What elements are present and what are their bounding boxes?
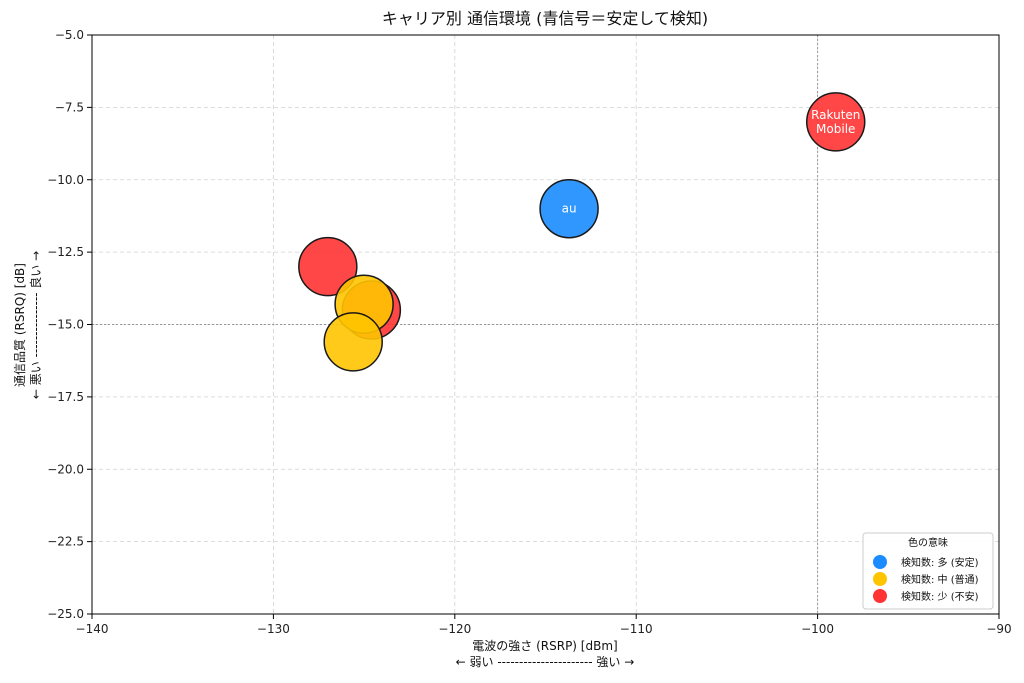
x-axis-label: 電波の強さ (RSRP) [dBm] — [472, 639, 617, 653]
y-tick-label: −5.0 — [55, 28, 84, 42]
data-point-label: Rakuten Mobile — [811, 108, 860, 136]
legend-label: 検知数: 多 (安定) — [901, 556, 979, 569]
x-tick-label: −140 — [76, 622, 109, 636]
y-tick-label: −10.0 — [47, 173, 84, 187]
x-tick-label: −110 — [620, 622, 653, 636]
y-tick-label: −15.0 — [47, 318, 84, 332]
data-point — [539, 178, 599, 239]
legend-label: 検知数: 中 (普通) — [901, 573, 979, 586]
x-tick-label: −130 — [257, 622, 290, 636]
legend-marker — [873, 555, 887, 569]
y-tick-label: −12.5 — [47, 245, 84, 259]
y-tick-label: −17.5 — [47, 390, 84, 404]
data-points: au Rakuten Mobile — [298, 92, 866, 372]
legend-title: 色の意味 — [908, 536, 948, 549]
axis-ticks: −140 −130 −120 −110 −100 −90 −25.0 −22.5 −20.0 −1… — [47, 28, 1011, 636]
data-point — [323, 312, 383, 372]
y-axis-label: 通信品質 (RSRQ) [dB] — [12, 263, 27, 387]
legend-box — [862, 532, 994, 610]
y-tick-label: −20.0 — [47, 462, 84, 476]
x-tick-label: −120 — [438, 622, 471, 636]
x-tick-label: −100 — [801, 622, 834, 636]
y-axis-hint: ← 悪い --------------- 良い → — [28, 251, 43, 399]
chart-title: キャリア別 通信環境 (青信号＝安定して検知) — [382, 9, 708, 28]
x-axis-hint: ← 弱い ---------------------- 強い → — [456, 655, 635, 669]
legend-marker — [873, 589, 887, 603]
legend-entries: 検知数: 多 (安定) 検知数: 中 (普通) 検知数: 少 (不安) — [873, 555, 979, 603]
legend-marker — [873, 572, 887, 586]
y-tick-label: −25.0 — [47, 607, 84, 621]
legend-label: 検知数: 少 (不安) — [901, 590, 979, 603]
data-point — [298, 236, 358, 297]
y-tick-label: −22.5 — [47, 535, 84, 549]
data-point-label: au — [562, 202, 577, 216]
data-point — [805, 92, 866, 152]
legend: 色の意味 検知数: 多 (安定) 検知数: 中 (普通) 検知数: 少 (不安) — [862, 532, 994, 610]
x-tick-label: −90 — [986, 622, 1011, 636]
y-tick-label: −7.5 — [55, 100, 84, 114]
